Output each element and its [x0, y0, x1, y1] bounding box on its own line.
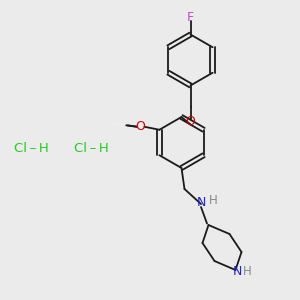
Text: Cl – H: Cl – H [74, 142, 109, 155]
Text: H: H [208, 194, 217, 208]
Text: N: N [232, 265, 242, 278]
Text: H: H [243, 265, 252, 278]
Text: methyl not drawn: methyl not drawn [115, 124, 127, 125]
Text: O: O [136, 120, 146, 133]
Text: Cl – H: Cl – H [14, 142, 49, 155]
Text: F: F [187, 11, 194, 24]
Text: N: N [196, 196, 206, 209]
Text: O: O [186, 115, 195, 128]
